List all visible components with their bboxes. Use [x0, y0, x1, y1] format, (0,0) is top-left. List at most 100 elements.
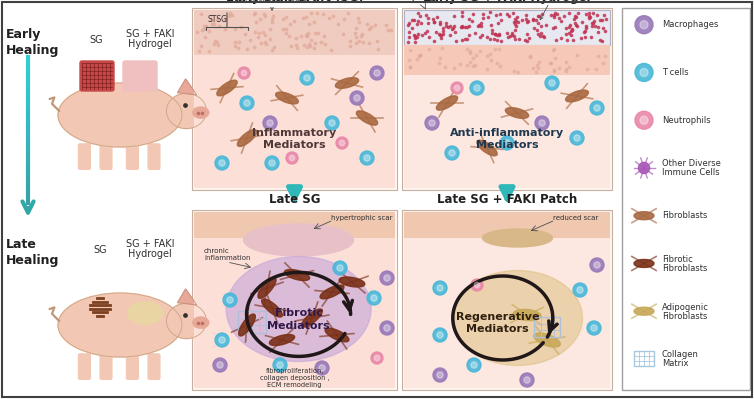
Ellipse shape: [315, 361, 329, 375]
Ellipse shape: [500, 136, 514, 150]
Text: Late SG + FAKI Patch: Late SG + FAKI Patch: [437, 193, 577, 206]
Ellipse shape: [470, 81, 484, 95]
Ellipse shape: [337, 265, 343, 271]
FancyBboxPatch shape: [404, 45, 610, 75]
Text: Early
Healing: Early Healing: [6, 28, 60, 57]
Ellipse shape: [549, 80, 555, 86]
Text: Immune Cells: Immune Cells: [662, 168, 719, 178]
Polygon shape: [634, 212, 654, 220]
Text: SG: SG: [89, 35, 103, 45]
Polygon shape: [284, 269, 310, 280]
Ellipse shape: [219, 337, 225, 343]
Ellipse shape: [240, 96, 254, 110]
Ellipse shape: [570, 131, 584, 145]
Ellipse shape: [354, 95, 360, 101]
Text: Neutrophils: Neutrophils: [662, 116, 710, 125]
Text: SG: SG: [93, 245, 107, 255]
FancyBboxPatch shape: [78, 144, 90, 169]
FancyBboxPatch shape: [404, 10, 610, 45]
Ellipse shape: [286, 152, 298, 164]
Text: Early Skin Graft (SG): Early Skin Graft (SG): [225, 0, 363, 4]
Ellipse shape: [215, 156, 229, 170]
Text: Late SG: Late SG: [268, 193, 320, 206]
Polygon shape: [634, 259, 654, 267]
Ellipse shape: [227, 297, 233, 303]
Ellipse shape: [425, 116, 439, 130]
FancyBboxPatch shape: [148, 354, 160, 379]
Ellipse shape: [640, 116, 648, 124]
FancyBboxPatch shape: [192, 8, 397, 190]
Ellipse shape: [193, 107, 209, 118]
Text: chronic
inflammation: chronic inflammation: [204, 248, 250, 261]
Ellipse shape: [238, 67, 250, 79]
FancyBboxPatch shape: [100, 354, 112, 379]
Ellipse shape: [455, 85, 460, 91]
Polygon shape: [513, 309, 541, 321]
Ellipse shape: [244, 224, 354, 256]
Ellipse shape: [384, 275, 390, 281]
Ellipse shape: [325, 116, 339, 130]
Ellipse shape: [471, 279, 483, 291]
Ellipse shape: [467, 358, 481, 372]
Text: SG + FAKI: SG + FAKI: [126, 239, 174, 249]
Text: Anti-inflammatory
Mediators: Anti-inflammatory Mediators: [450, 128, 564, 150]
Ellipse shape: [433, 368, 447, 382]
FancyBboxPatch shape: [127, 354, 138, 379]
Ellipse shape: [370, 66, 384, 80]
Ellipse shape: [193, 317, 209, 328]
Polygon shape: [178, 79, 197, 95]
Polygon shape: [302, 309, 323, 327]
Ellipse shape: [263, 116, 277, 130]
Ellipse shape: [594, 262, 600, 268]
Ellipse shape: [539, 120, 545, 126]
Ellipse shape: [213, 358, 227, 372]
Ellipse shape: [535, 116, 549, 130]
Ellipse shape: [587, 321, 601, 335]
FancyBboxPatch shape: [148, 144, 160, 169]
Ellipse shape: [433, 281, 447, 295]
Ellipse shape: [273, 358, 287, 372]
FancyBboxPatch shape: [194, 212, 395, 240]
Polygon shape: [437, 96, 458, 110]
Polygon shape: [477, 140, 497, 156]
FancyBboxPatch shape: [80, 61, 114, 91]
Ellipse shape: [244, 100, 250, 106]
Ellipse shape: [167, 303, 207, 339]
Text: SG + FAKI: SG + FAKI: [126, 29, 174, 39]
Ellipse shape: [429, 120, 435, 126]
Text: Hydrogel: Hydrogel: [128, 39, 172, 49]
FancyBboxPatch shape: [127, 144, 138, 169]
Text: Collagen: Collagen: [662, 350, 699, 359]
Ellipse shape: [577, 287, 583, 293]
Ellipse shape: [384, 325, 390, 331]
FancyBboxPatch shape: [404, 238, 610, 388]
Ellipse shape: [635, 63, 653, 81]
Text: Fibroblasts: Fibroblasts: [662, 264, 707, 273]
FancyBboxPatch shape: [194, 238, 395, 388]
Text: hydrogel: hydrogel: [407, 0, 441, 1]
Ellipse shape: [339, 140, 345, 146]
FancyBboxPatch shape: [100, 144, 112, 169]
Text: hypertrophic scar: hypertrophic scar: [332, 215, 393, 221]
Polygon shape: [634, 307, 654, 315]
Polygon shape: [325, 328, 349, 342]
Ellipse shape: [223, 293, 237, 307]
Ellipse shape: [474, 85, 480, 91]
Ellipse shape: [300, 71, 314, 85]
Ellipse shape: [360, 151, 374, 165]
Text: Macrophages: Macrophages: [662, 20, 719, 29]
FancyBboxPatch shape: [78, 354, 90, 379]
Ellipse shape: [433, 328, 447, 342]
Polygon shape: [269, 334, 295, 346]
Text: Late
Healing: Late Healing: [6, 238, 60, 267]
Ellipse shape: [449, 150, 455, 156]
Ellipse shape: [329, 120, 335, 126]
Ellipse shape: [226, 257, 371, 361]
Ellipse shape: [639, 162, 650, 174]
FancyBboxPatch shape: [123, 61, 157, 91]
Polygon shape: [534, 333, 560, 347]
Text: Inflammatory
Mediators: Inflammatory Mediators: [253, 128, 336, 150]
FancyBboxPatch shape: [402, 8, 612, 190]
Text: Other Diverse: Other Diverse: [662, 160, 721, 168]
FancyBboxPatch shape: [622, 8, 750, 390]
